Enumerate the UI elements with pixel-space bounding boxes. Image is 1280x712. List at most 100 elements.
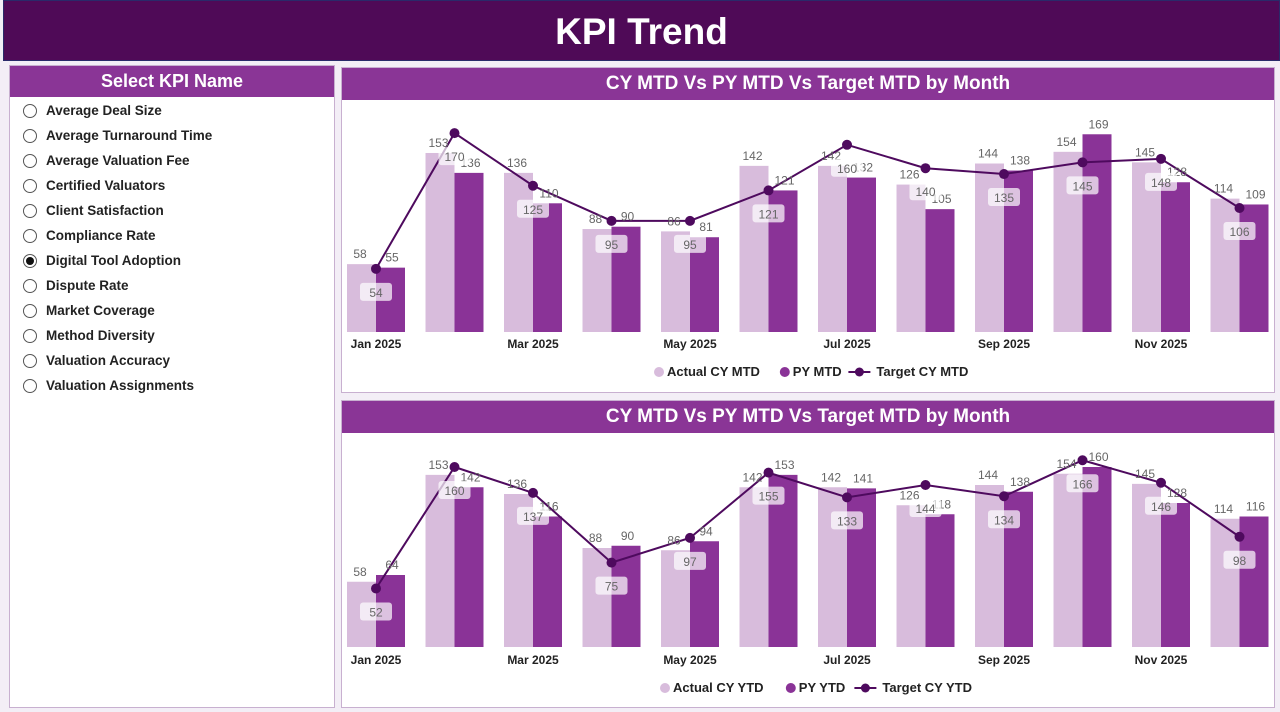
x-tick-label: Mar 2025: [507, 653, 559, 667]
slicer-item-label: Compliance Rate: [46, 228, 156, 243]
target-label-box: [831, 511, 863, 530]
target-data-label: 95: [683, 238, 697, 252]
target-point: [999, 169, 1009, 180]
x-tick-label: May 2025: [663, 337, 717, 351]
target-point: [528, 487, 538, 498]
target-data-label: 166: [1072, 477, 1092, 491]
py-bar: [454, 487, 484, 647]
target-label-box: [909, 182, 942, 201]
target-data-label: 95: [605, 238, 619, 252]
radio-button-icon[interactable]: [23, 128, 37, 143]
radio-button-icon[interactable]: [23, 378, 37, 393]
radio-button-icon[interactable]: [23, 203, 37, 218]
slicer-item[interactable]: Dispute Rate: [10, 273, 334, 298]
py-data-label: 90: [621, 210, 635, 224]
kpi-slicer: Select KPI Name Average Deal Size Average…: [9, 65, 335, 708]
radio-button-icon[interactable]: [23, 153, 37, 168]
target-label-box: [1066, 474, 1099, 493]
target-label-box: [1145, 172, 1177, 191]
actual-data-label: 86: [667, 533, 681, 547]
slicer-item-label: Valuation Assignments: [46, 378, 195, 393]
target-point: [1077, 455, 1088, 466]
py-bar: [1161, 503, 1190, 647]
actual-bar: [1210, 198, 1240, 332]
actual-data-label: 142: [821, 470, 841, 484]
py-bar: [1082, 134, 1112, 332]
target-point: [1077, 157, 1088, 168]
py-bar: [1161, 182, 1190, 332]
target-line: [375, 459, 1241, 590]
target-label-box: [752, 486, 785, 505]
slicer-item[interactable]: Digital Tool Adoption: [10, 248, 334, 273]
py-data-label: 138: [1010, 154, 1030, 168]
mtd-chart: CY MTD Vs PY MTD Vs Target MTD by Month …: [341, 67, 1275, 393]
target-label-box: [1066, 176, 1099, 195]
target-point: [449, 128, 460, 139]
py-bar: [1082, 467, 1112, 647]
slicer-item[interactable]: Average Turnaround Time: [10, 123, 334, 148]
target-point: [685, 532, 695, 543]
target-data-label: 145: [1072, 179, 1092, 193]
radio-button-icon[interactable]: [23, 353, 37, 368]
slicer-item[interactable]: Valuation Accuracy: [10, 348, 334, 373]
target-point: [999, 491, 1009, 502]
radio-button-icon[interactable]: [23, 103, 37, 118]
slicer-item[interactable]: Valuation Assignments: [10, 373, 334, 398]
target-point: [1156, 153, 1166, 164]
slicer-item[interactable]: Compliance Rate: [10, 223, 334, 248]
actual-data-label: 144: [978, 147, 998, 161]
py-bar: [925, 209, 955, 332]
target-point: [1234, 531, 1245, 542]
py-bar: [454, 172, 484, 332]
radio-button-icon[interactable]: [23, 178, 37, 193]
target-label-box: [438, 481, 471, 499]
x-tick-label: Nov 2025: [1135, 337, 1188, 351]
page-title: KPI Trend: [3, 0, 1280, 61]
slicer-item-label: Average Turnaround Time: [46, 128, 213, 143]
slicer-item-label: Client Satisfaction: [46, 203, 164, 218]
radio-button-icon[interactable]: [23, 278, 37, 293]
target-data-label: 106: [1229, 225, 1249, 239]
radio-button-icon[interactable]: [23, 303, 37, 318]
radio-button-icon[interactable]: [23, 253, 37, 268]
actual-data-label: 114: [1214, 502, 1233, 516]
x-tick-label: Jul 2025: [823, 653, 871, 667]
target-point: [763, 467, 774, 478]
py-data-label: 55: [385, 251, 399, 265]
target-label-box: [988, 188, 1020, 207]
slicer-item-label: Certified Valuators: [46, 178, 166, 193]
x-tick-label: Jul 2025: [823, 337, 871, 351]
actual-bar: [582, 548, 612, 647]
slicer-item[interactable]: Average Deal Size: [10, 98, 334, 123]
target-point: [449, 462, 460, 472]
target-data-label: 160: [837, 162, 857, 176]
slicer-item[interactable]: Average Valuation Fee: [10, 148, 334, 173]
target-data-label: 160: [444, 484, 464, 498]
target-label-box: [360, 282, 392, 301]
actual-bar: [425, 474, 455, 647]
target-data-label: 146: [1151, 500, 1171, 514]
actual-bar: [1053, 473, 1083, 647]
py-data-label: 160: [1088, 450, 1108, 464]
actual-bar: [739, 165, 769, 332]
py-data-label: 90: [621, 529, 635, 543]
radio-button-icon[interactable]: [23, 228, 37, 243]
actual-bar: [818, 165, 847, 332]
py-data-label: 110: [539, 186, 558, 200]
slicer-item[interactable]: Method Diversity: [10, 323, 334, 348]
legend-marker-icon: [860, 683, 870, 693]
slicer-item[interactable]: Certified Valuators: [10, 173, 334, 198]
actual-data-label: 86: [667, 214, 681, 228]
target-label-box: [595, 234, 628, 253]
target-point: [842, 139, 852, 150]
actual-data-label: 58: [353, 565, 367, 579]
actual-data-label: 142: [742, 149, 762, 163]
x-tick-label: Jan 2025: [351, 337, 402, 351]
actual-data-label: 153: [428, 458, 448, 472]
actual-bar: [504, 172, 533, 332]
target-label-box: [517, 506, 549, 525]
slicer-item[interactable]: Market Coverage: [10, 298, 334, 323]
slicer-item[interactable]: Client Satisfaction: [10, 198, 334, 223]
radio-button-icon[interactable]: [23, 328, 37, 343]
